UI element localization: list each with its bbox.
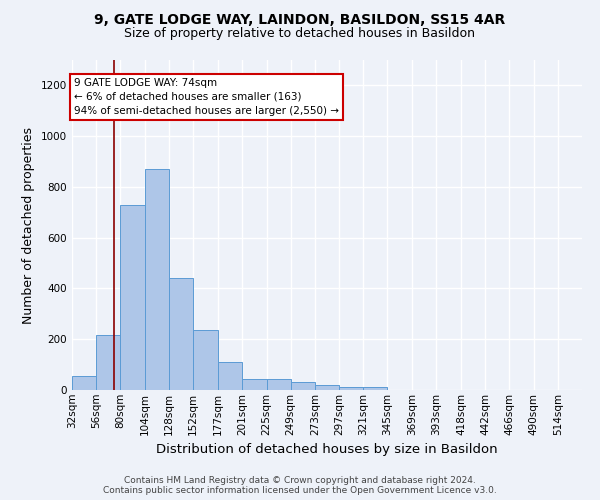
Bar <box>315 385 339 390</box>
Text: 9 GATE LODGE WAY: 74sqm
← 6% of detached houses are smaller (163)
94% of semi-de: 9 GATE LODGE WAY: 74sqm ← 6% of detached… <box>74 78 339 116</box>
Bar <box>121 204 145 390</box>
Text: 9, GATE LODGE WAY, LAINDON, BASILDON, SS15 4AR: 9, GATE LODGE WAY, LAINDON, BASILDON, SS… <box>94 12 506 26</box>
Bar <box>193 330 218 390</box>
Bar <box>339 387 363 390</box>
Text: Contains HM Land Registry data © Crown copyright and database right 2024.: Contains HM Land Registry data © Crown c… <box>124 476 476 485</box>
Bar <box>242 378 266 390</box>
Bar <box>72 376 96 390</box>
Bar <box>363 387 388 390</box>
Bar <box>291 382 315 390</box>
Bar <box>96 336 121 390</box>
Bar <box>266 380 291 390</box>
Bar <box>169 278 193 390</box>
X-axis label: Distribution of detached houses by size in Basildon: Distribution of detached houses by size … <box>156 443 498 456</box>
Text: Size of property relative to detached houses in Basildon: Size of property relative to detached ho… <box>125 28 476 40</box>
Text: Contains public sector information licensed under the Open Government Licence v3: Contains public sector information licen… <box>103 486 497 495</box>
Bar <box>218 362 242 390</box>
Y-axis label: Number of detached properties: Number of detached properties <box>22 126 35 324</box>
Bar <box>145 169 169 390</box>
